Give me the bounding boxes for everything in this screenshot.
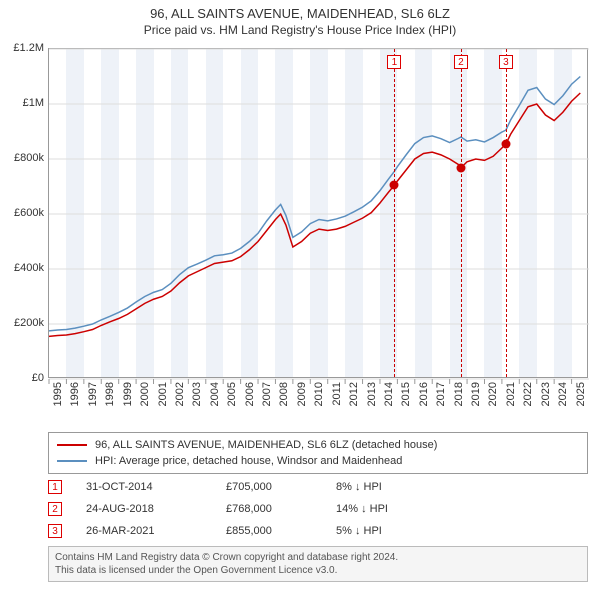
x-axis-tick-label: 2003 — [191, 382, 203, 422]
x-axis-tick-label: 2005 — [226, 382, 238, 422]
sale-row: 1 31-OCT-2014£705,0008% ↓ HPI — [48, 476, 588, 498]
y-axis-tick-label: £200k — [4, 317, 44, 329]
x-axis-tick-label: 2016 — [418, 382, 430, 422]
x-axis-tick-label: 2008 — [278, 382, 290, 422]
legend-row-property: 96, ALL SAINTS AVENUE, MAIDENHEAD, SL6 6… — [57, 437, 579, 453]
marker-index-box: 1 — [387, 55, 401, 69]
sales-table: 1 31-OCT-2014£705,0008% ↓ HPI 2 24-AUG-2018… — [48, 476, 588, 542]
marker-dot — [390, 181, 399, 190]
x-axis-tick-label: 1999 — [122, 382, 134, 422]
attribution-line: Contains HM Land Registry data © Crown c… — [55, 551, 581, 564]
title-block: 96, ALL SAINTS AVENUE, MAIDENHEAD, SL6 6… — [0, 0, 600, 37]
legend-label: 96, ALL SAINTS AVENUE, MAIDENHEAD, SL6 6… — [95, 437, 437, 453]
sale-date: 24-AUG-2018 — [86, 503, 226, 515]
sale-date: 26-MAR-2021 — [86, 525, 226, 537]
x-axis-tick-label: 2019 — [470, 382, 482, 422]
plot-area: 1 2 3 — [48, 48, 588, 378]
x-axis-tick-label: 1995 — [52, 382, 64, 422]
x-axis-tick-label: 2013 — [366, 382, 378, 422]
legend-row-hpi: HPI: Average price, detached house, Wind… — [57, 453, 579, 469]
x-axis-tick-label: 2009 — [296, 382, 308, 422]
sale-price: £855,000 — [226, 525, 336, 537]
sale-index-box: 1 — [48, 480, 62, 494]
marker-index-box: 3 — [499, 55, 513, 69]
marker-vline — [506, 49, 507, 377]
sale-diff: 8% ↓ HPI — [336, 481, 456, 493]
y-axis-tick-label: £1M — [4, 97, 44, 109]
marker-vline — [394, 49, 395, 377]
x-axis-tick-label: 2025 — [575, 382, 587, 422]
attribution-line: This data is licensed under the Open Gov… — [55, 564, 581, 577]
legend-label: HPI: Average price, detached house, Wind… — [95, 453, 402, 469]
sale-diff: 5% ↓ HPI — [336, 525, 456, 537]
sale-row: 2 24-AUG-2018£768,00014% ↓ HPI — [48, 498, 588, 520]
x-axis-tick-label: 1997 — [87, 382, 99, 422]
legend-swatch — [57, 444, 87, 446]
y-axis-tick-label: £600k — [4, 207, 44, 219]
x-axis-tick-label: 2018 — [453, 382, 465, 422]
sale-date: 31-OCT-2014 — [86, 481, 226, 493]
chart-container: 96, ALL SAINTS AVENUE, MAIDENHEAD, SL6 6… — [0, 0, 600, 590]
series-line-hpi — [49, 77, 580, 331]
attribution-box: Contains HM Land Registry data © Crown c… — [48, 546, 588, 582]
sale-price: £705,000 — [226, 481, 336, 493]
x-axis-tick-label: 2012 — [348, 382, 360, 422]
sale-price: £768,000 — [226, 503, 336, 515]
x-axis-tick-label: 2021 — [505, 382, 517, 422]
marker-vline — [461, 49, 462, 377]
x-axis-tick-label: 2002 — [174, 382, 186, 422]
legend-swatch — [57, 460, 87, 462]
marker-dot — [501, 139, 510, 148]
x-axis-tick-label: 2000 — [139, 382, 151, 422]
x-axis-tick-label: 2004 — [209, 382, 221, 422]
x-axis-tick-label: 1996 — [69, 382, 81, 422]
chart-title: 96, ALL SAINTS AVENUE, MAIDENHEAD, SL6 6… — [0, 6, 600, 21]
series-line-property — [49, 93, 580, 336]
chart-subtitle: Price paid vs. HM Land Registry's House … — [0, 23, 600, 37]
x-axis-tick-label: 2023 — [540, 382, 552, 422]
sale-index-box: 3 — [48, 524, 62, 538]
x-axis-tick-label: 2001 — [157, 382, 169, 422]
x-axis-tick-label: 1998 — [104, 382, 116, 422]
y-axis-tick-label: £400k — [4, 262, 44, 274]
x-axis-tick-label: 2007 — [261, 382, 273, 422]
y-axis-tick-label: £0 — [4, 372, 44, 384]
sale-row: 3 26-MAR-2021£855,0005% ↓ HPI — [48, 520, 588, 542]
x-axis-tick-label: 2006 — [244, 382, 256, 422]
sale-diff: 14% ↓ HPI — [336, 503, 456, 515]
x-axis-tick-label: 2014 — [383, 382, 395, 422]
marker-index-box: 2 — [454, 55, 468, 69]
x-axis-tick-label: 2010 — [313, 382, 325, 422]
sale-index-box: 2 — [48, 502, 62, 516]
x-axis-tick-label: 2020 — [487, 382, 499, 422]
marker-dot — [456, 163, 465, 172]
x-axis-tick-label: 2024 — [557, 382, 569, 422]
x-axis-tick-label: 2015 — [400, 382, 412, 422]
y-axis-tick-label: £1.2M — [4, 42, 44, 54]
x-axis-tick-label: 2011 — [331, 382, 343, 422]
legend: 96, ALL SAINTS AVENUE, MAIDENHEAD, SL6 6… — [48, 432, 588, 474]
y-axis-tick-label: £800k — [4, 152, 44, 164]
x-axis-tick-label: 2022 — [522, 382, 534, 422]
x-axis-tick-label: 2017 — [435, 382, 447, 422]
